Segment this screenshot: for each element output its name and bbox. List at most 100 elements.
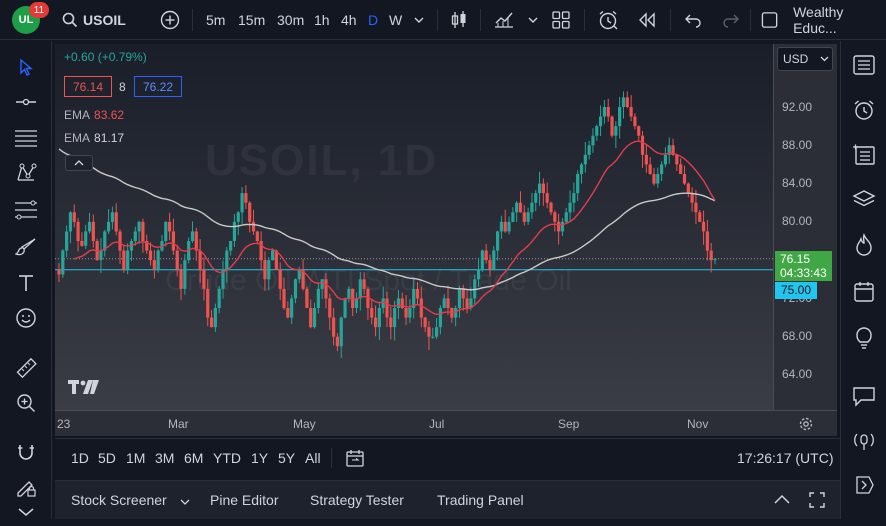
candle-body (618, 107, 622, 127)
candle (126, 243, 130, 275)
time-label: May (293, 417, 316, 431)
range-1y[interactable]: 1Y (251, 450, 269, 466)
candle (141, 218, 145, 253)
bar-countdown: 04:33:43 (780, 266, 827, 280)
alert-button[interactable] (597, 0, 619, 40)
expand-panel-button[interactable] (773, 493, 791, 508)
candle-body (652, 174, 656, 184)
emoji-tool[interactable] (12, 304, 40, 332)
add-symbol-button[interactable] (160, 0, 180, 40)
candle-body (328, 298, 332, 318)
price-axis[interactable]: 92.00 88.00 84.00 80.00 72.00 68.00 64.0… (773, 44, 837, 410)
timeframe-30m[interactable]: 30m (277, 12, 305, 28)
magnet-tool[interactable] (12, 438, 40, 466)
candle (293, 278, 298, 304)
chart-settings-button[interactable] (798, 416, 814, 435)
range-5d[interactable]: 5D (98, 450, 116, 466)
price-change: +0.60 (+0.79%) (64, 50, 147, 64)
candle-body (682, 174, 687, 184)
tab-pine-editor[interactable]: Pine Editor (210, 492, 279, 508)
notifications-button[interactable] (850, 471, 878, 499)
watchlist-button[interactable] (850, 51, 878, 79)
candle-body (84, 231, 88, 246)
chart-type-button[interactable] (450, 0, 468, 40)
tab-stock-screener[interactable]: Stock Screener (71, 492, 190, 508)
candle-body (454, 308, 458, 318)
time-axis[interactable]: 23 Mar May Jul Sep Nov (55, 410, 837, 436)
undo-button[interactable] (684, 0, 702, 40)
ema-legend-2[interactable]: EMA 81.17 (64, 131, 124, 145)
timeframe-d[interactable]: D (368, 12, 379, 28)
range-all[interactable]: All (305, 450, 321, 466)
indicators-dropdown[interactable] (528, 0, 538, 40)
pencil-lock-icon (17, 481, 36, 497)
streams-button[interactable] (850, 427, 878, 455)
range-6m[interactable]: 6M (184, 450, 204, 466)
data-window-button[interactable] (850, 141, 878, 169)
maximize-panel-button[interactable] (808, 491, 826, 512)
timeframe-4h[interactable]: 4h (341, 12, 357, 28)
magnet-icon (18, 445, 34, 460)
layouts-button[interactable] (551, 0, 571, 40)
timeframe-dropdown[interactable] (414, 0, 424, 40)
candle-body (663, 154, 668, 165)
text-tool[interactable] (12, 269, 40, 297)
candle (373, 305, 378, 337)
fib-tool[interactable] (12, 196, 40, 224)
candle-body (667, 145, 671, 155)
date-range-button[interactable] (345, 448, 365, 471)
object-tree-button[interactable] (850, 186, 878, 214)
tab-strategy-tester[interactable]: Strategy Tester (310, 492, 404, 508)
chats-button[interactable] (850, 382, 878, 410)
symbol-search[interactable]: USOIL (62, 0, 126, 40)
candle-body (598, 116, 603, 127)
buy-price-box[interactable]: 76.22 (134, 76, 182, 97)
timeframe-w[interactable]: W (389, 12, 403, 28)
indicators-button[interactable] (493, 0, 515, 40)
chevron-up-icon (774, 494, 790, 504)
candle-body (152, 260, 156, 270)
ema-legend-1[interactable]: EMA 83.62 (64, 108, 124, 122)
measure-tool[interactable] (12, 354, 40, 382)
range-1d[interactable]: 1D (71, 450, 89, 466)
timeframe-1h[interactable]: 1h (314, 12, 330, 28)
redo-button[interactable] (722, 0, 740, 40)
sell-price-box[interactable]: 76.14 (64, 76, 112, 97)
candle (160, 234, 164, 252)
hotlists-button[interactable] (850, 231, 878, 259)
collapse-legend-button[interactable] (65, 155, 93, 171)
range-1m[interactable]: 1M (126, 450, 146, 466)
timeframe-5m[interactable]: 5m (206, 12, 226, 28)
candle-body (640, 135, 645, 155)
tab-trading-panel[interactable]: Trading Panel (437, 492, 524, 508)
replay-button[interactable] (637, 0, 657, 40)
chart-pane[interactable]: USOIL, 1D Crude Oil WTI Spot / Trade Oil (55, 44, 773, 410)
range-3m[interactable]: 3M (155, 450, 175, 466)
clock-timezone[interactable]: 17:26:17 (UTC) (737, 450, 834, 466)
candle (312, 302, 317, 329)
pattern-tool[interactable] (12, 159, 40, 187)
candle (637, 125, 641, 141)
layout-menu[interactable]: Wealthy Educ... (761, 0, 886, 40)
more-tools-toggle[interactable] (12, 498, 40, 526)
horizontal-line-tool[interactable] (12, 88, 40, 116)
calendar-button[interactable] (850, 278, 878, 306)
range-5y[interactable]: 5Y (278, 450, 296, 466)
cursor-tool[interactable] (12, 53, 40, 81)
brush-tool[interactable] (12, 233, 40, 261)
ema-fast-line (74, 140, 716, 316)
range-ytd[interactable]: YTD (213, 450, 241, 466)
candle-body (419, 298, 423, 318)
zoom-tool[interactable] (12, 389, 40, 417)
lock-drawings-tool[interactable] (12, 473, 40, 501)
alerts-button[interactable] (850, 96, 878, 124)
pattern-icon (17, 163, 37, 181)
candle (591, 128, 595, 153)
candle (179, 263, 183, 301)
currency-select[interactable]: USD (777, 47, 833, 71)
ideas-button[interactable] (850, 324, 878, 352)
channel-tool[interactable] (12, 124, 40, 152)
timeframe-15m[interactable]: 15m (238, 12, 266, 28)
candle-body (648, 164, 652, 174)
candle-body (316, 288, 320, 308)
